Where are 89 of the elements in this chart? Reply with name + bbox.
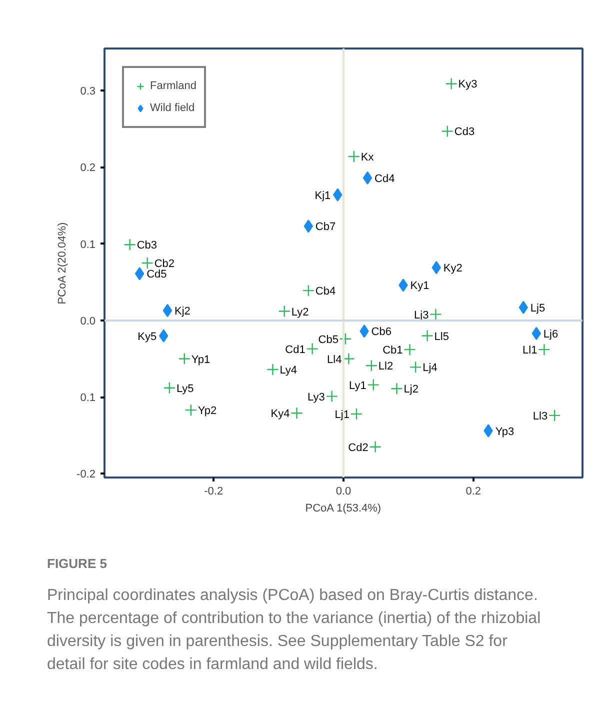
data-label: Cb5 (318, 334, 338, 346)
data-label: Yp1 (191, 354, 210, 366)
y-tick-label: 0.0 (80, 315, 96, 328)
point (421, 330, 434, 342)
y-tick-label: -0.2 (76, 468, 96, 481)
data-label: Ll1 (522, 344, 538, 357)
data-label: Ll4 (327, 354, 342, 366)
data-label: Lj6 (543, 328, 558, 340)
point (365, 360, 378, 372)
data-label: Ly4 (280, 364, 298, 376)
data-label: Cd1 (285, 344, 306, 356)
point (404, 343, 416, 356)
x-tick-label: 0.0 (336, 486, 352, 498)
point (350, 408, 363, 420)
data-label: Kj2 (174, 305, 190, 318)
point (159, 329, 168, 342)
legend-label: Farmland (150, 80, 196, 92)
point (390, 382, 403, 395)
text: Principal coordinates analysis (PCoA) based on Bray-Curtis distance. The percentage of contribution to the variance (inertia) of the rhizobial diversity is given in parenthesis. See Supplementary Table S2 for detail for site codes in farmland and wild fields. (47, 586, 542, 675)
point (278, 305, 290, 318)
x-tick-label: 0.2 (466, 486, 482, 498)
point (124, 238, 136, 251)
data-label: Yp2 (198, 405, 217, 418)
data-label: Ky3 (458, 78, 478, 91)
point (302, 284, 315, 297)
point (163, 382, 176, 394)
point (184, 404, 197, 416)
data-label: Cb4 (315, 286, 336, 298)
data-label: Ll2 (378, 360, 394, 373)
legend-label: Wild field (150, 102, 195, 114)
point (367, 378, 380, 391)
point (178, 352, 190, 365)
y-tick-label: 0.2 (80, 162, 96, 174)
data-label: Ky5 (138, 330, 157, 343)
data-label: Cb1 (382, 344, 403, 357)
data-label: Lj2 (404, 384, 418, 396)
data-label: Lj1 (334, 408, 350, 421)
point (445, 78, 458, 90)
data-label: Cb7 (315, 221, 336, 234)
point (290, 407, 303, 420)
point (333, 188, 342, 202)
y-tick-label: 0.1 (80, 238, 96, 251)
y-tick-label: 0.1 (80, 392, 96, 404)
x-tick-label: -0.2 (204, 486, 224, 498)
data-label: Cb6 (371, 326, 392, 338)
x-axis-title: PCoA 1(53.4%) (305, 502, 382, 514)
point (441, 125, 454, 138)
point (348, 150, 360, 163)
data-label: Cd2 (348, 442, 368, 454)
data-label: Ly1 (349, 380, 366, 392)
point (398, 278, 408, 292)
data-label: Ky2 (443, 262, 462, 275)
point (306, 342, 318, 355)
data-label: Ll5 (434, 330, 449, 343)
data-label: Ll3 (532, 410, 548, 422)
data-label: Kj1 (314, 190, 331, 202)
point (266, 363, 279, 376)
point (326, 390, 338, 402)
point (548, 409, 561, 422)
data-label: Ly2 (291, 306, 309, 318)
data-label: Lj4 (422, 362, 438, 374)
point (430, 308, 442, 320)
point (304, 220, 314, 233)
data-label: Ly5 (176, 382, 194, 395)
point (409, 361, 422, 374)
data-label: Lj3 (414, 309, 429, 322)
data-label: Ky1 (410, 280, 430, 292)
data-label: Cd5 (146, 268, 167, 281)
data-label: Kx (360, 152, 374, 164)
data-label: Cd4 (374, 172, 395, 185)
point (141, 256, 154, 270)
data-label: Yp3 (495, 426, 514, 438)
point (538, 343, 550, 356)
point (360, 324, 369, 338)
y-tick-label: 0.3 (80, 86, 96, 98)
data-label: Cb3 (136, 240, 158, 252)
data-label: Cd3 (454, 126, 475, 138)
data-label: Ky4 (270, 408, 290, 420)
data-label: Lj5 (530, 302, 546, 314)
data-label: Ly3 (307, 391, 325, 404)
point (162, 304, 172, 318)
point (339, 332, 352, 345)
caption: FIGURE 5 (47, 555, 107, 573)
data-label: Cb2 (154, 258, 175, 270)
y-axis-title: PCoA 2(20.04%) (56, 222, 69, 304)
point (362, 171, 372, 185)
point (134, 267, 144, 280)
point (369, 440, 382, 453)
point (484, 424, 493, 438)
